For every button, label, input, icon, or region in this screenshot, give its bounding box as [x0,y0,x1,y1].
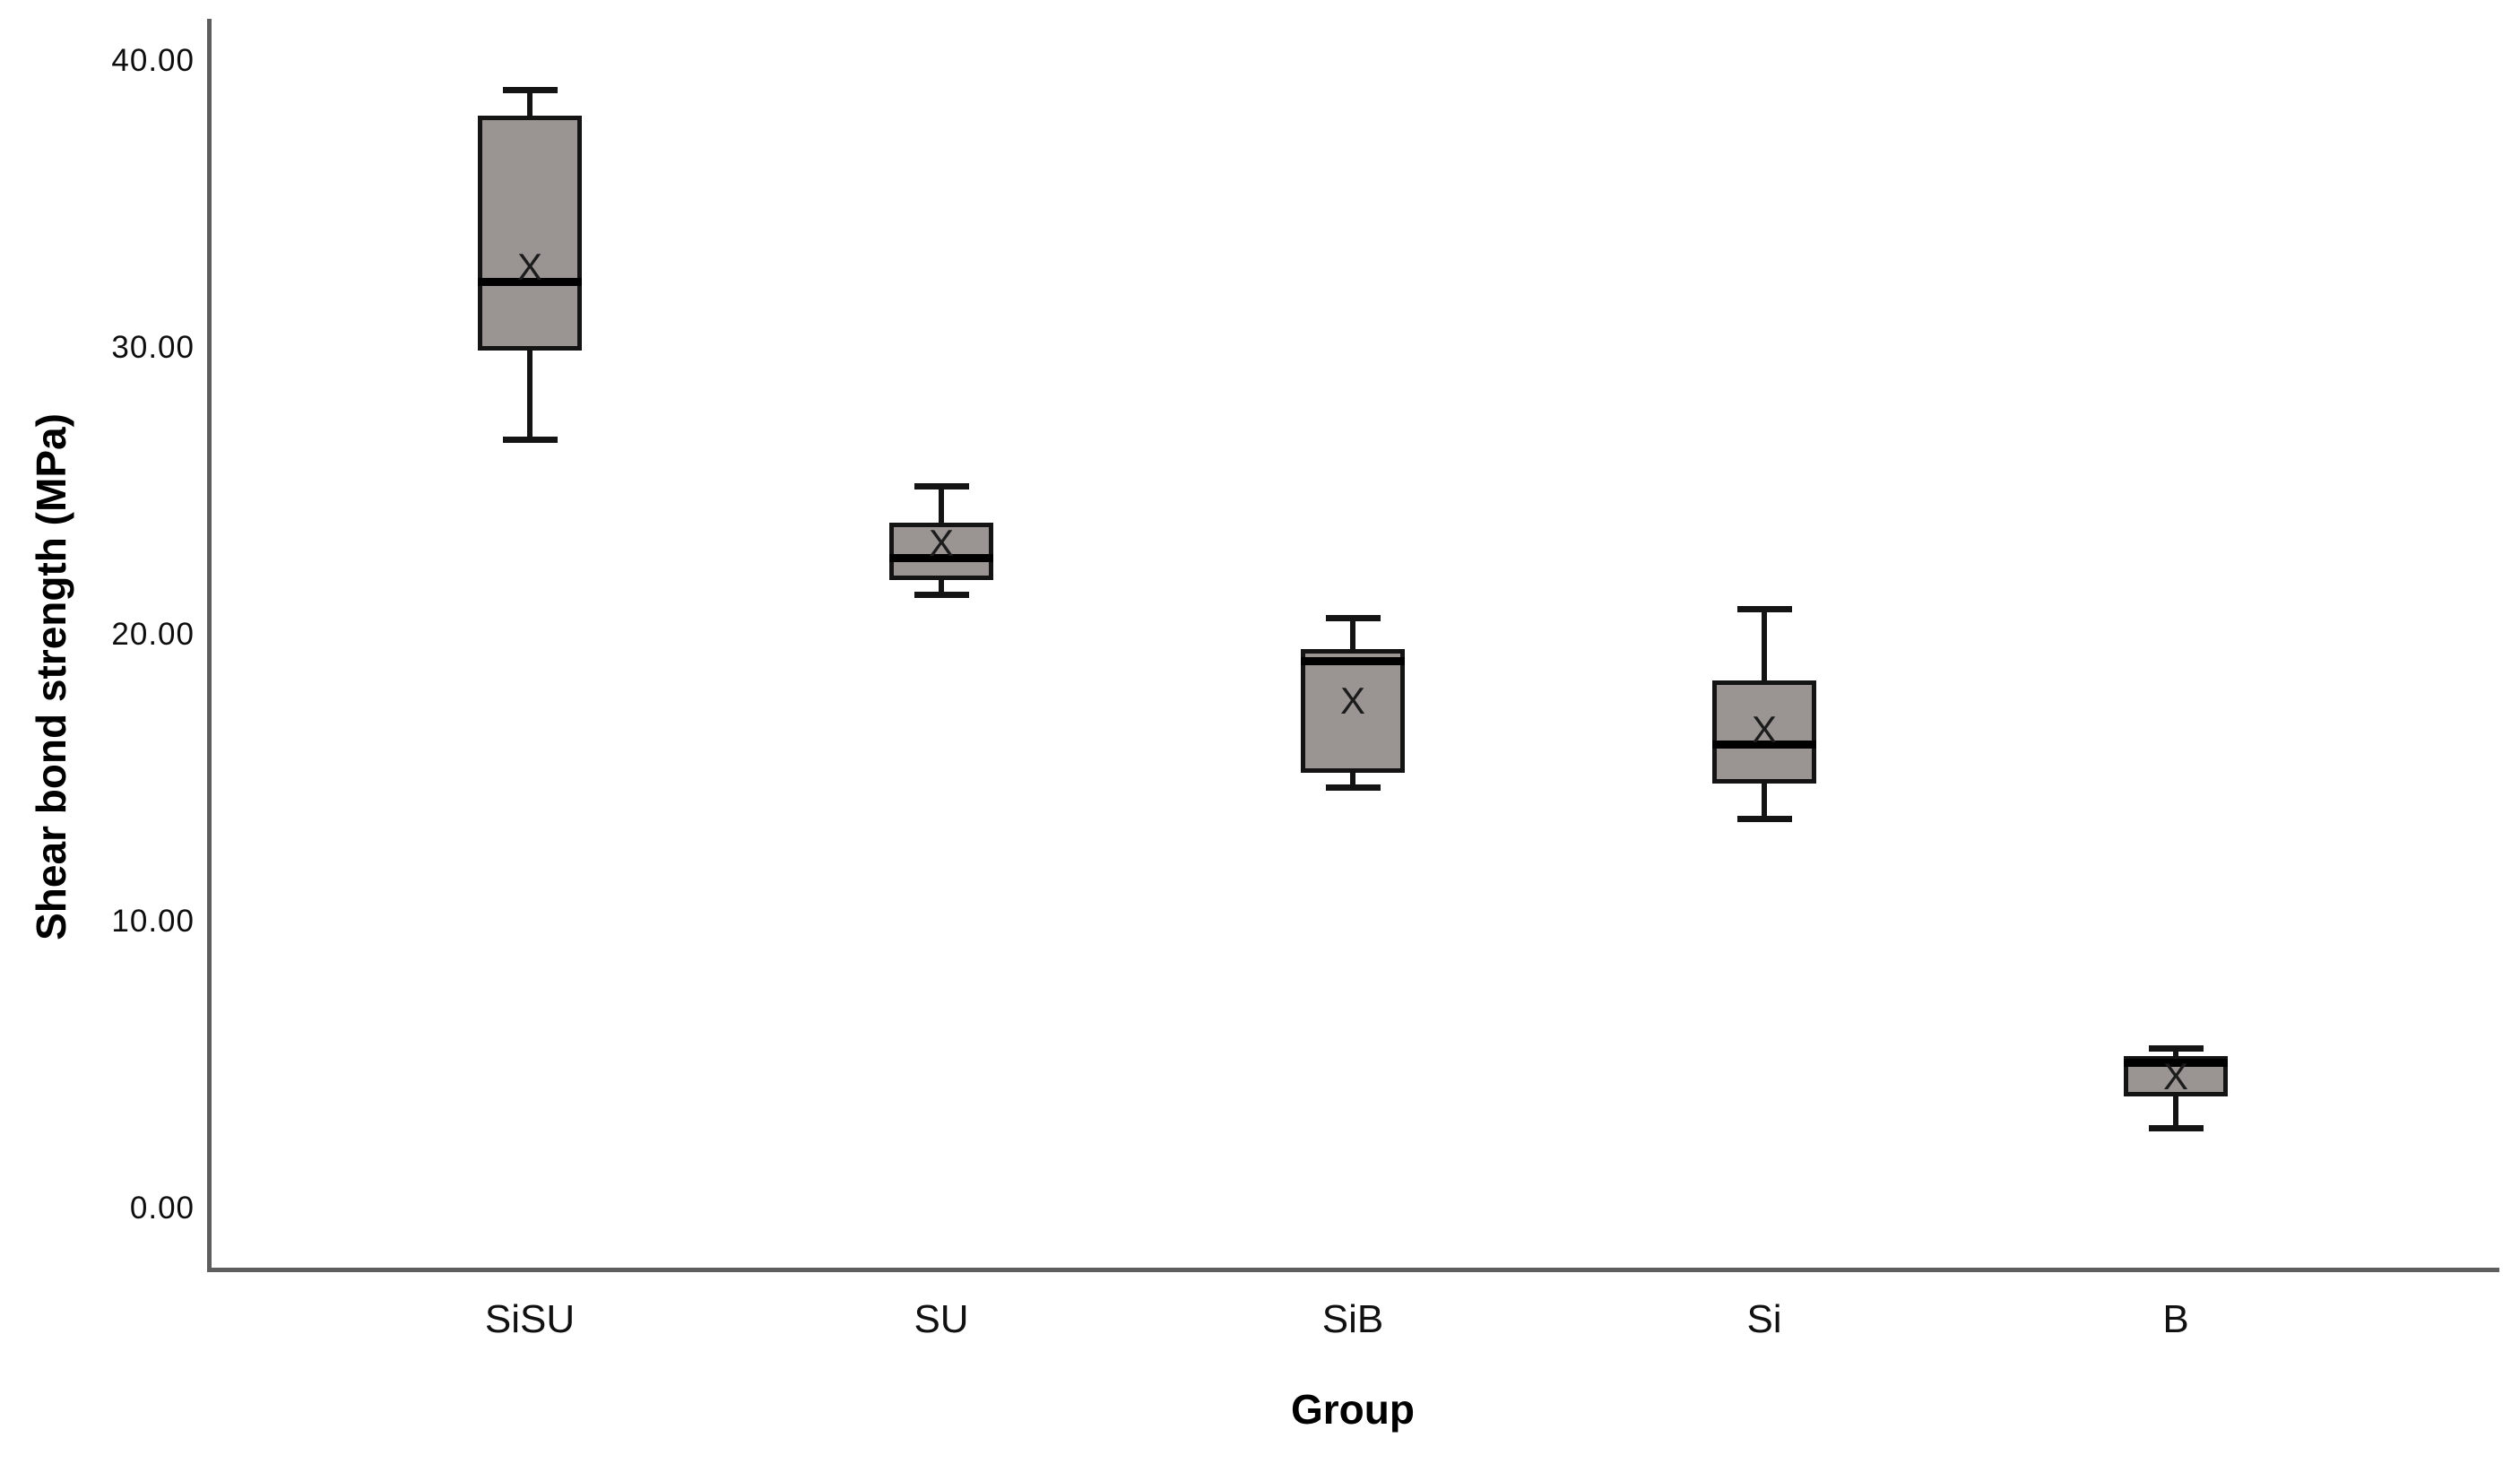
x-axis-line [207,1268,2499,1272]
median-line-SU [889,553,993,562]
whisker-cap-min-B [2148,1125,2204,1132]
mean-marker-SU: X [928,521,955,564]
y-axis-line [207,19,212,1269]
x-category-label-Si: Si [1746,1297,1782,1341]
whisker-cap-min-SU [914,592,969,599]
x-axis-title: Group [1291,1386,1415,1433]
whisker-cap-max-B [2148,1044,2204,1052]
whisker-cap-min-Si [1736,815,1792,822]
whisker-cap-min-SiSU [502,437,558,444]
median-line-SiSU [478,278,582,287]
whisker-cap-max-SU [914,482,969,489]
whisker-stem-top-SiB [1350,617,1355,649]
whisker-stem-top-SiSU [527,90,533,116]
whisker-stem-top-SU [939,485,944,524]
mean-marker-SiSU: X [516,246,543,289]
whisker-stem-top-Si [1762,609,1767,681]
whisker-cap-min-SiB [1325,784,1381,791]
y-tick-label-30: 30.00 [111,330,195,365]
whisker-cap-max-Si [1736,606,1792,613]
x-category-label-SU: SU [914,1297,969,1341]
y-tick-label-10: 10.00 [111,904,195,939]
box-Si [1712,680,1816,784]
whisker-stem-bottom-Si [1762,784,1767,819]
y-tick-label-20: 20.00 [111,617,195,652]
x-category-label-SiB: SiB [1321,1297,1384,1341]
whisker-stem-bottom-SiB [1350,772,1355,787]
median-line-SiB [1301,656,1405,665]
whisker-stem-bottom-SiSU [527,351,533,440]
mean-marker-Si: X [1751,707,1778,750]
x-category-label-SiSU: SiSU [484,1297,576,1341]
y-tick-label-40: 40.00 [111,43,195,78]
x-category-label-B: B [2162,1297,2189,1341]
y-tick-label-0: 0.00 [129,1191,195,1226]
whisker-stem-top-B [2173,1047,2178,1057]
median-line-B [2124,1058,2228,1067]
box-SiB [1301,649,1405,773]
median-line-Si [1712,740,1816,749]
whisker-cap-max-SiB [1325,614,1381,621]
whisker-cap-max-SiSU [502,87,558,93]
box-SiSU [478,115,582,351]
mean-marker-SiB: X [1339,679,1366,722]
whisker-stem-bottom-B [2173,1096,2178,1129]
box-SU [889,523,993,581]
mean-marker-B: X [2162,1054,2189,1097]
whisker-stem-bottom-SU [939,580,944,595]
